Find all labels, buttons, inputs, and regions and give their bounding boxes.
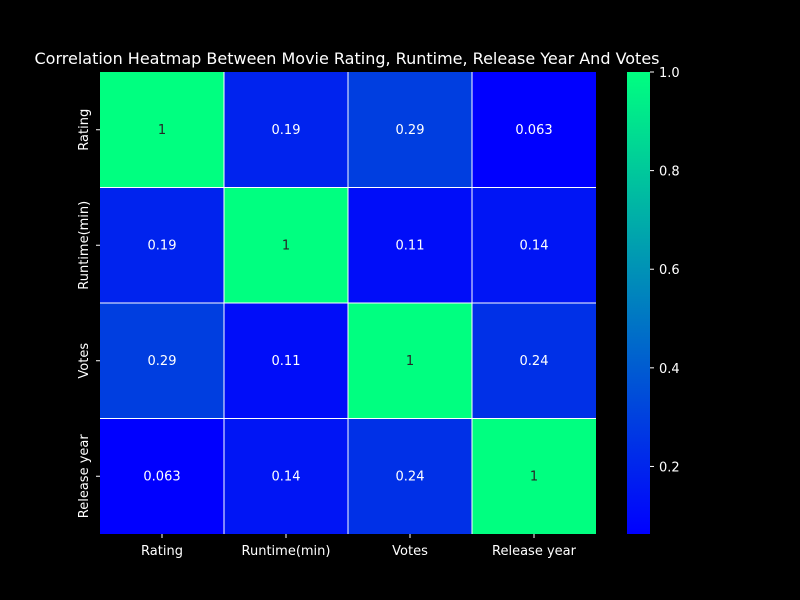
y-tick-label-3: Release year	[77, 434, 92, 519]
x-tick-label-1: Runtime(min)	[242, 544, 331, 559]
cell-label-r1-c1: 1	[282, 238, 290, 253]
x-tick-label-3: Release year	[492, 544, 577, 559]
colorbar-ticks: 0.2 0.4 0.6 0.8 1.0	[650, 66, 680, 475]
cell-label-r0-c0: 1	[158, 123, 166, 138]
heatmap-cell-r3-c1	[224, 418, 348, 534]
heatmap-cell-r2-c0	[100, 303, 224, 419]
cell-label-r1-c2: 0.11	[396, 238, 425, 253]
cell-borders	[100, 72, 596, 534]
heatmap-cell-r3-c0	[100, 418, 224, 534]
heatmap-cell-r1-c3	[472, 187, 596, 303]
cell-label-r2-c3: 0.24	[520, 354, 549, 369]
cell-label-r1-c0: 0.19	[148, 238, 177, 253]
cell-label-r2-c1: 0.11	[272, 354, 301, 369]
heatmap-cell-r0-c3	[472, 72, 596, 188]
chart-title: Correlation Heatmap Between Movie Rating…	[34, 49, 659, 68]
colorbar	[627, 72, 650, 534]
cell-label-r0-c2: 0.29	[396, 123, 425, 138]
cell-label-r1-c3: 0.14	[520, 238, 549, 253]
heatmap-cell-r1-c0	[100, 187, 224, 303]
cell-label-r3-c2: 0.24	[396, 469, 425, 484]
colorbar-tick-label-4: 1.0	[659, 66, 680, 81]
colorbar-tick-label-2: 0.6	[659, 263, 680, 278]
heatmap-cells	[100, 72, 596, 534]
heatmap-cell-r2-c2	[348, 303, 472, 419]
heatmap-cell-r3-c2	[348, 418, 472, 534]
heatmap-cell-labels: 1 0.19 0.29 0.063 0.19 1 0.11 0.14 0.29 0.11 1 0.24…	[143, 123, 552, 485]
heatmap-cell-r2-c1	[224, 303, 348, 419]
heatmap-cell-r0-c0	[100, 72, 224, 188]
cell-label-r3-c1: 0.14	[272, 469, 301, 484]
cell-label-r2-c2: 1	[406, 354, 414, 369]
y-tick-label-2: Votes	[77, 343, 92, 379]
colorbar-tick-label-3: 0.8	[659, 165, 680, 180]
cell-label-r0-c1: 0.19	[272, 123, 301, 138]
heatmap-cell-r3-c3	[472, 418, 596, 534]
heatmap-cell-r0-c2	[348, 72, 472, 188]
colorbar-tick-label-0: 0.2	[659, 460, 680, 475]
cell-label-r0-c3: 0.063	[515, 123, 552, 138]
cell-label-r3-c0: 0.063	[143, 469, 180, 484]
y-tick-label-0: Rating	[77, 109, 92, 151]
x-axis-ticks: Rating Runtime(min) Votes Release year	[141, 534, 577, 559]
cell-label-r3-c3: 1	[530, 469, 538, 484]
heatmap-cell-r2-c3	[472, 303, 596, 419]
x-tick-label-0: Rating	[141, 544, 183, 559]
y-axis-ticks: Rating Runtime(min) Votes Release year	[77, 109, 100, 518]
heatmap-cell-r0-c1	[224, 72, 348, 188]
colorbar-tick-label-1: 0.4	[659, 362, 680, 377]
cell-label-r2-c0: 0.29	[148, 354, 177, 369]
x-tick-label-2: Votes	[392, 544, 428, 559]
heatmap-cell-r1-c1	[224, 187, 348, 303]
y-tick-label-1: Runtime(min)	[77, 201, 92, 290]
heatmap-cell-r1-c2	[348, 187, 472, 303]
